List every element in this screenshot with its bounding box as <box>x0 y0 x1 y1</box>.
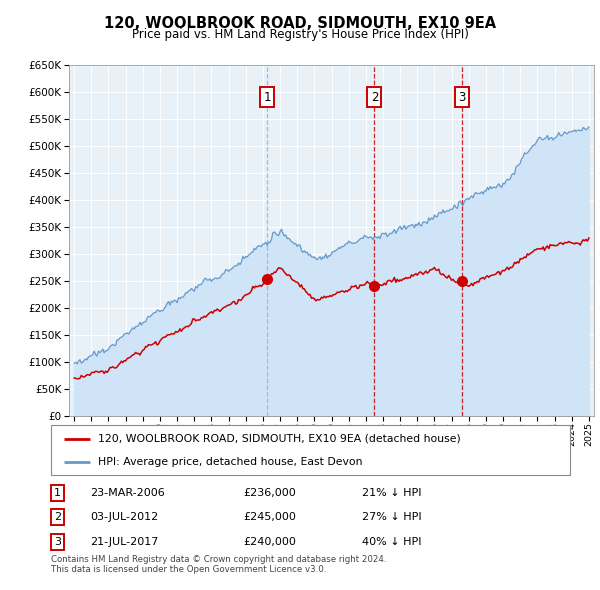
Text: Price paid vs. HM Land Registry's House Price Index (HPI): Price paid vs. HM Land Registry's House … <box>131 28 469 41</box>
Text: £245,000: £245,000 <box>243 512 296 522</box>
Text: 3: 3 <box>54 537 61 547</box>
Text: 2: 2 <box>53 512 61 522</box>
Text: Contains HM Land Registry data © Crown copyright and database right 2024.: Contains HM Land Registry data © Crown c… <box>51 555 386 563</box>
Text: 120, WOOLBROOK ROAD, SIDMOUTH, EX10 9EA: 120, WOOLBROOK ROAD, SIDMOUTH, EX10 9EA <box>104 16 496 31</box>
Text: 23-MAR-2006: 23-MAR-2006 <box>90 488 164 497</box>
Text: 3: 3 <box>458 91 465 104</box>
Text: 27% ↓ HPI: 27% ↓ HPI <box>362 512 422 522</box>
Text: 2: 2 <box>371 91 378 104</box>
Text: 21% ↓ HPI: 21% ↓ HPI <box>362 488 422 497</box>
Text: £236,000: £236,000 <box>243 488 296 497</box>
Text: 120, WOOLBROOK ROAD, SIDMOUTH, EX10 9EA (detached house): 120, WOOLBROOK ROAD, SIDMOUTH, EX10 9EA … <box>98 434 460 444</box>
Text: 03-JUL-2012: 03-JUL-2012 <box>90 512 158 522</box>
Text: This data is licensed under the Open Government Licence v3.0.: This data is licensed under the Open Gov… <box>51 565 326 574</box>
Text: 40% ↓ HPI: 40% ↓ HPI <box>362 537 422 547</box>
Text: 21-JUL-2017: 21-JUL-2017 <box>90 537 158 547</box>
Text: £240,000: £240,000 <box>243 537 296 547</box>
Text: HPI: Average price, detached house, East Devon: HPI: Average price, detached house, East… <box>98 457 362 467</box>
Text: 1: 1 <box>263 91 271 104</box>
Text: 1: 1 <box>54 488 61 497</box>
FancyBboxPatch shape <box>51 425 570 475</box>
